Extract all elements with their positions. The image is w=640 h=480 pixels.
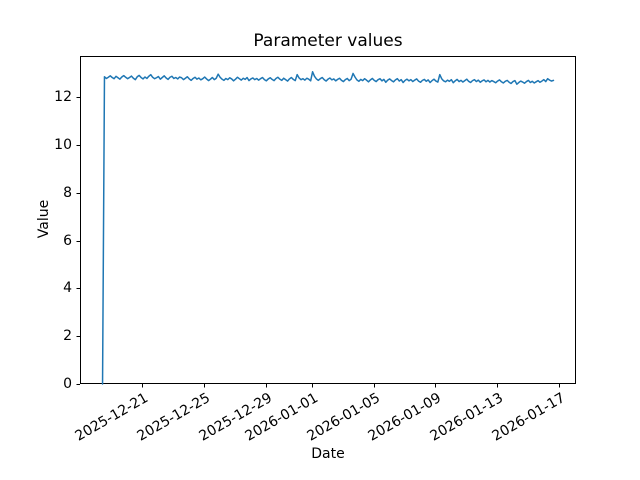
plot-frame <box>80 56 576 384</box>
y-tick-label: 4 <box>63 280 72 297</box>
series-line <box>101 71 555 385</box>
y-tick-label: 12 <box>54 89 72 106</box>
y-axis-label: Value <box>36 199 52 239</box>
y-tick-label: 10 <box>54 137 72 154</box>
axes-frame <box>76 56 576 388</box>
chart-title: Parameter values <box>253 31 403 51</box>
x-axis-label: Date <box>311 446 345 462</box>
y-tick-label: 0 <box>63 376 72 392</box>
y-tick-label: 2 <box>63 328 72 345</box>
y-tick-label: 8 <box>63 184 72 201</box>
y-tick-label: 6 <box>63 232 72 249</box>
